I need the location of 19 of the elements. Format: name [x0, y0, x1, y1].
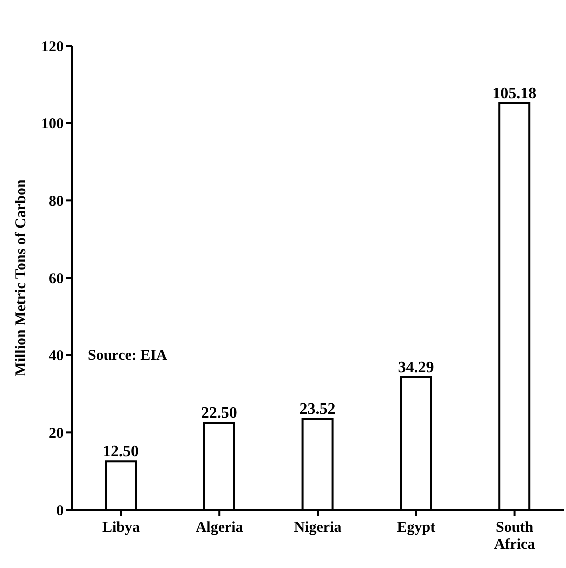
y-tick-label: 120: [42, 39, 64, 56]
y-axis-title: Million Metric Tons of Carbon: [13, 179, 30, 376]
x-tick-label: Libya: [102, 520, 140, 536]
y-tick-label: 100: [42, 116, 64, 133]
data-label: 12.50: [103, 444, 139, 461]
y-tick-label: 80: [49, 194, 64, 210]
annotation: Source: EIA: [88, 348, 168, 365]
y-tick-label: 20: [49, 426, 64, 442]
x-tick-label: Nigeria: [294, 520, 342, 536]
data-label: 105.18: [492, 85, 537, 102]
x-tick-label: South Africa: [494, 520, 536, 553]
y-tick-label: 0: [56, 503, 64, 520]
data-label: 34.29: [398, 359, 434, 376]
data-label: 22.50: [201, 405, 238, 422]
y-tick-label: 60: [49, 271, 64, 288]
data-label: 23.52: [300, 401, 336, 418]
y-tick-label: 40: [49, 348, 64, 365]
x-tick-label: Algeria: [196, 520, 244, 536]
x-tick-label: Egypt: [397, 520, 436, 536]
